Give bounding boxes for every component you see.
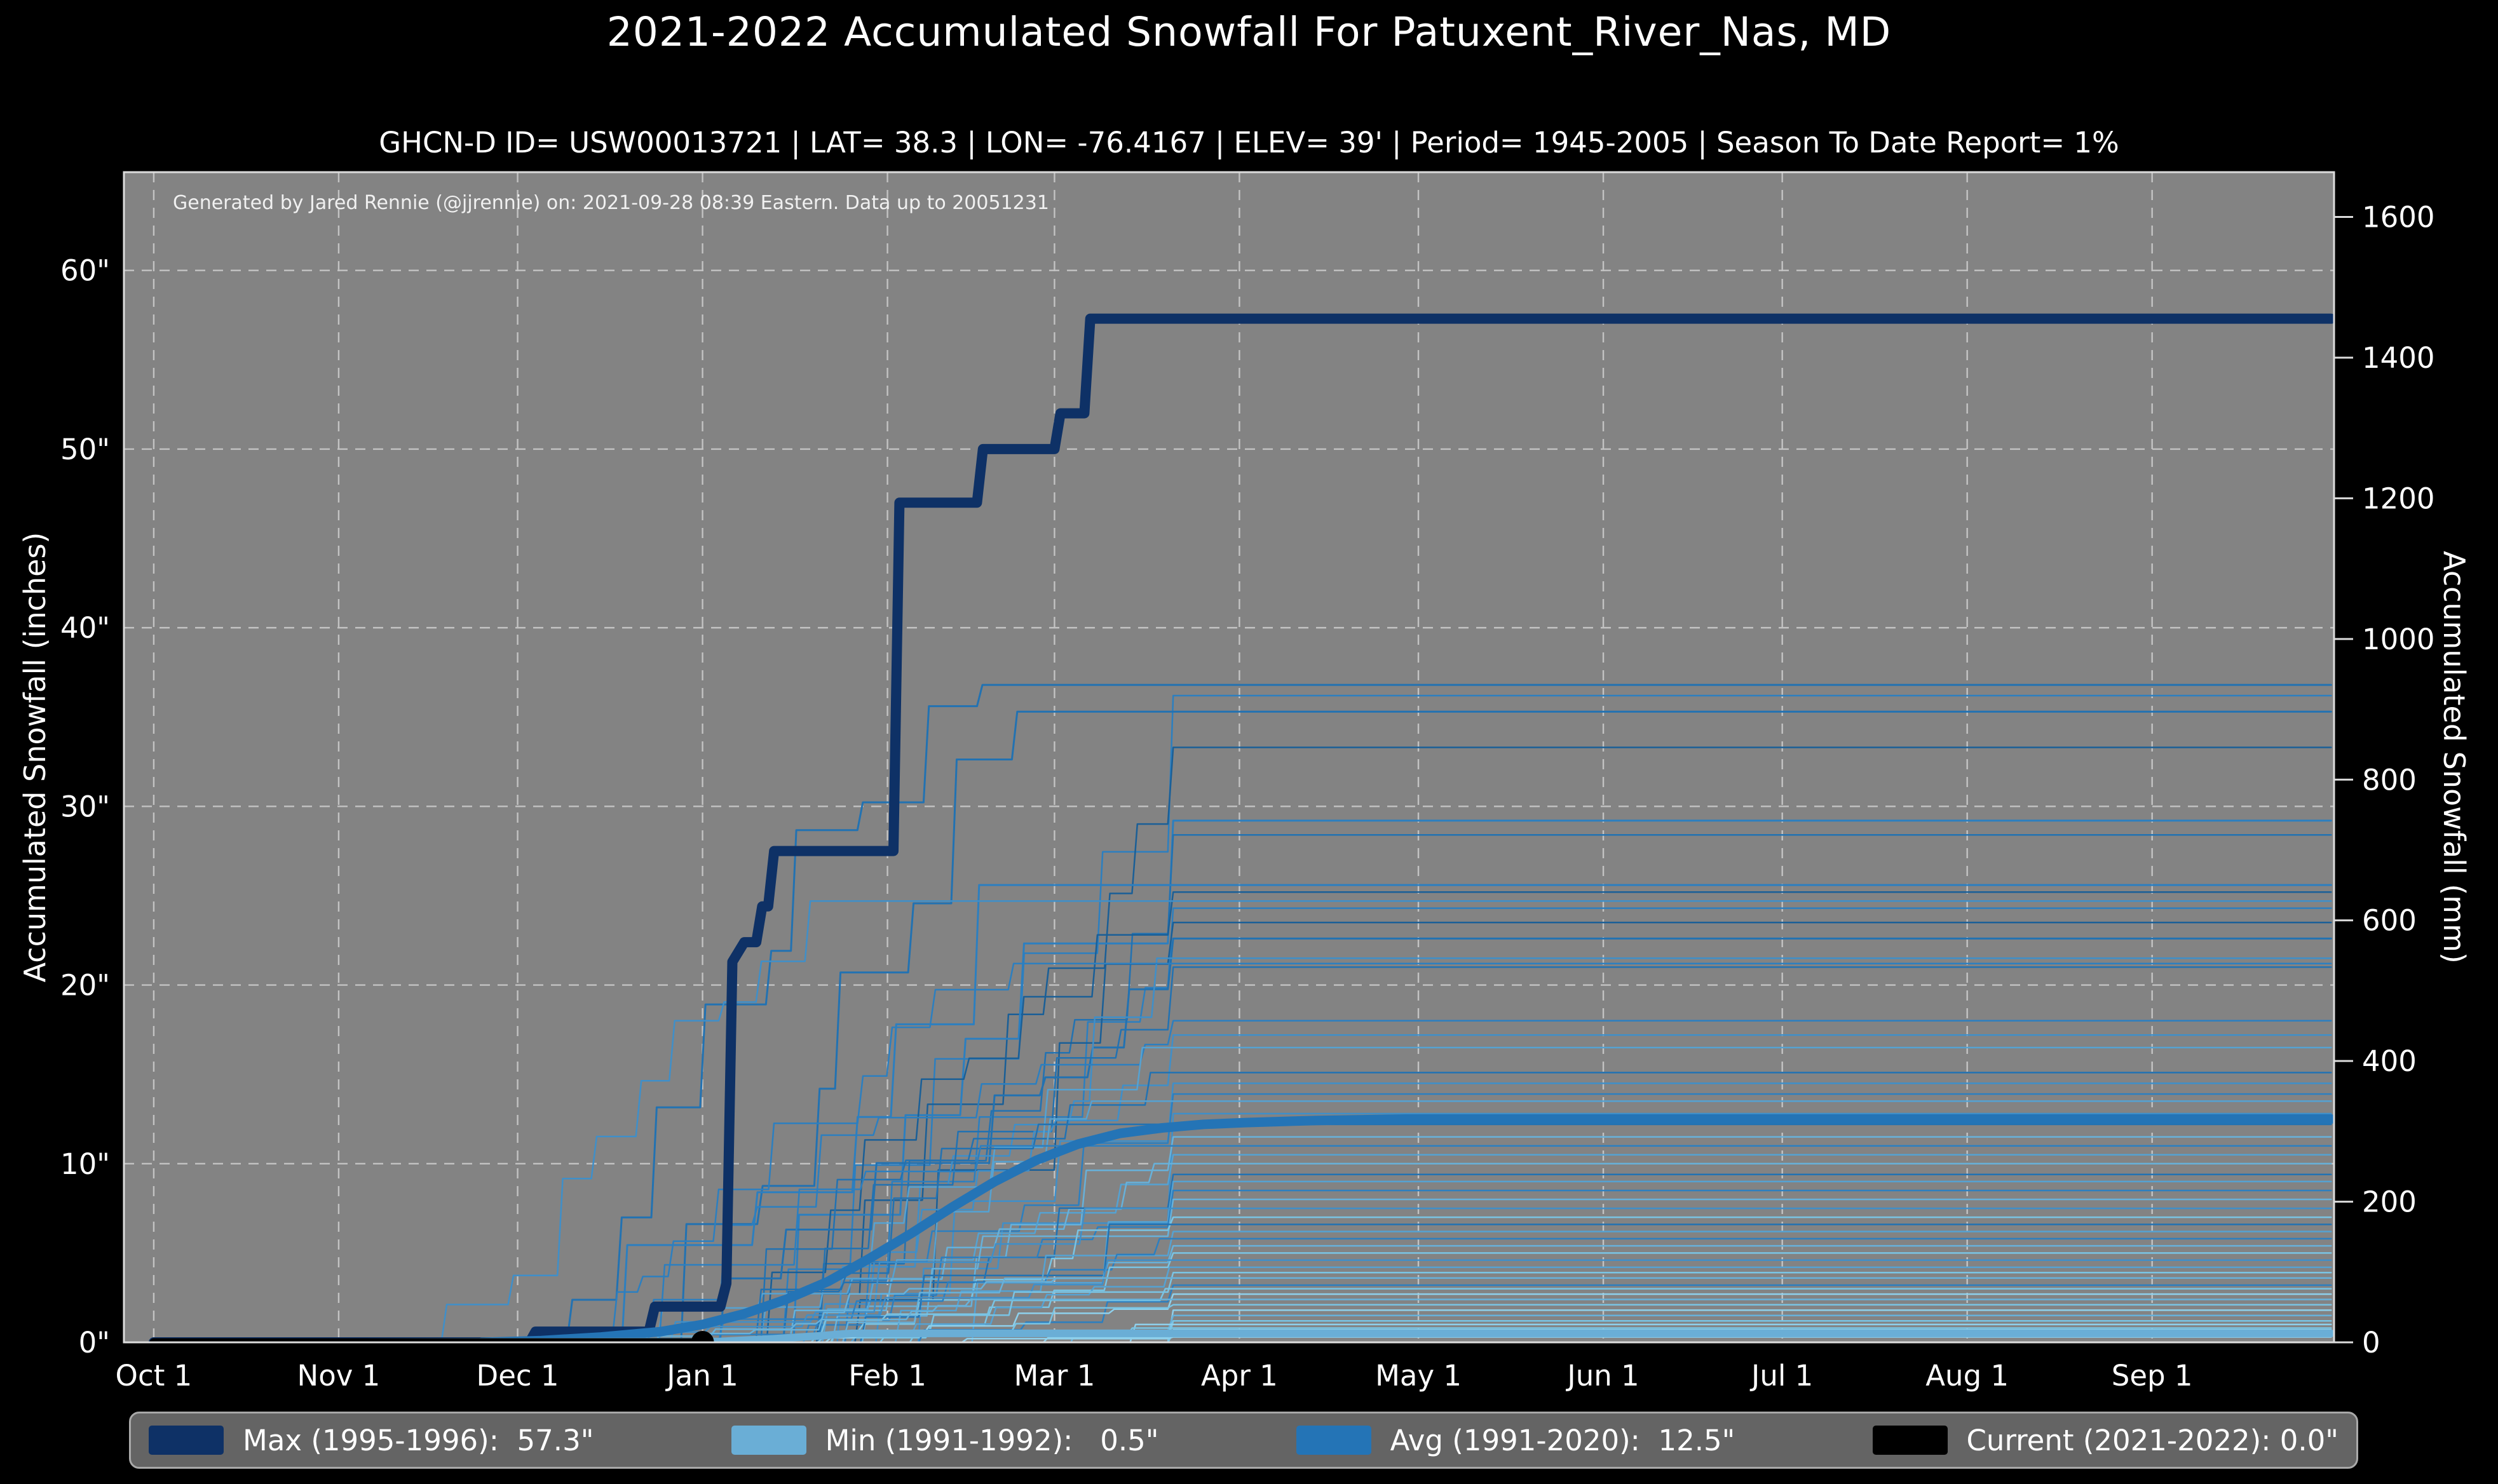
season-line	[153, 1309, 2332, 1342]
current-line-swatch	[1872, 1426, 1948, 1455]
season-line	[153, 694, 2332, 1342]
season-line	[153, 1231, 2332, 1342]
svg-text:1600: 1600	[2362, 201, 2435, 234]
svg-text:May 1: May 1	[1375, 1359, 1462, 1393]
season-line	[153, 1034, 2332, 1342]
season-line	[153, 1252, 2332, 1342]
season-line	[153, 1293, 2332, 1342]
svg-text:400: 400	[2362, 1044, 2417, 1078]
series-group	[148, 313, 2334, 1342]
legend-label-max: Max (1995-1996): 57.3"	[243, 1423, 594, 1457]
season-line	[153, 710, 2332, 1342]
season-line	[153, 1323, 2332, 1342]
svg-text:Aug 1: Aug 1	[1925, 1359, 2009, 1393]
svg-text:800: 800	[2362, 763, 2417, 797]
season-line	[153, 1224, 2332, 1342]
season-line	[153, 1272, 2332, 1342]
page-title: 2021-2022 Accumulated Snowfall For Patux…	[606, 9, 1892, 55]
legend-label-current: Current (2021-2022): 0.0"	[1966, 1423, 2338, 1457]
season-line	[153, 1245, 2332, 1342]
legend: Max (1995-1996): 57.3" Min (1991-1992): …	[129, 1412, 2358, 1469]
legend-label-avg: Avg (1991-2020): 12.5"	[1390, 1423, 1735, 1457]
svg-text:30": 30"	[60, 790, 110, 823]
legend-item-min: Min (1991-1992): 0.5"	[731, 1423, 1159, 1457]
left-axis-label: Accumulated Snowfall (inches)	[18, 532, 52, 983]
svg-text:40": 40"	[60, 611, 110, 645]
legend-item-current: Current (2021-2022): 0.0"	[1872, 1423, 2338, 1457]
svg-text:Nov 1: Nov 1	[297, 1359, 381, 1393]
season-line	[153, 684, 2332, 1342]
current-end-marker	[691, 1331, 714, 1342]
svg-text:Feb 1: Feb 1	[848, 1359, 927, 1393]
plot-background	[124, 172, 2334, 1342]
season-line	[153, 957, 2332, 1342]
season-line	[153, 1020, 2332, 1342]
svg-text:Dec 1: Dec 1	[477, 1359, 559, 1393]
credit-annotation: Generated by Jared Rennie (@jjrennie) on…	[173, 192, 1049, 214]
inch-tick-labels: 0" 10" 20" 30" 40" 50" 60"	[60, 254, 110, 1359]
season-line	[153, 1320, 2332, 1342]
max-season-line	[148, 313, 2334, 1342]
season-line	[153, 884, 2332, 1342]
season-line	[153, 900, 2332, 1342]
season-line	[153, 1304, 2332, 1342]
season-line	[153, 1145, 2332, 1342]
svg-text:1200: 1200	[2362, 482, 2435, 515]
season-line	[153, 1238, 2332, 1342]
svg-text:Apr 1: Apr 1	[1201, 1359, 1278, 1393]
svg-text:60": 60"	[60, 254, 110, 288]
legend-label-min: Min (1991-1992): 0.5"	[825, 1423, 1159, 1457]
avg-line-swatch	[1296, 1426, 1371, 1455]
svg-text:0: 0	[2362, 1326, 2380, 1359]
right-axis-label: Accumulated Snowfall (mm)	[2437, 551, 2471, 964]
svg-text:Sep 1: Sep 1	[2112, 1359, 2193, 1393]
svg-text:600: 600	[2362, 904, 2417, 938]
svg-text:Jan 1: Jan 1	[665, 1359, 738, 1393]
season-line	[153, 891, 2332, 1342]
season-line	[153, 820, 2332, 1342]
max-line-swatch	[149, 1426, 224, 1455]
season-line	[153, 907, 2332, 1342]
avg-season-line	[477, 1114, 2334, 1342]
legend-item-avg: Avg (1991-2020): 12.5"	[1296, 1424, 1735, 1457]
plot-border	[123, 171, 2335, 1344]
svg-text:Mar 1: Mar 1	[1014, 1359, 1095, 1393]
legend-item-max: Max (1995-1996): 57.3"	[149, 1424, 594, 1457]
season-line	[153, 962, 2332, 1342]
svg-text:20": 20"	[60, 969, 110, 1002]
season-line	[153, 1123, 2332, 1342]
season-line	[153, 1284, 2332, 1342]
svg-text:Jun 1: Jun 1	[1565, 1359, 1639, 1393]
month-tick-labels: Oct 1 Nov 1 Dec 1 Jan 1 Feb 1 Mar 1 Apr 1 May 1…	[116, 1359, 2193, 1393]
season-line	[153, 1266, 2332, 1342]
svg-text:50": 50"	[60, 433, 110, 466]
svg-text:200: 200	[2362, 1185, 2417, 1219]
station-subtitle: GHCN-D ID= USW00013721 | LAT= 38.3 | LON…	[379, 126, 2119, 159]
svg-text:1000: 1000	[2362, 623, 2435, 656]
svg-text:Jul 1: Jul 1	[1749, 1359, 1813, 1393]
svg-text:Oct 1: Oct 1	[116, 1359, 193, 1393]
mm-tick-labels: 0 200 400 600 800 1000 1200 1400 1600	[2334, 201, 2435, 1359]
svg-text:1400: 1400	[2362, 341, 2435, 375]
season-line	[153, 1207, 2332, 1342]
svg-text:10": 10"	[60, 1147, 110, 1181]
svg-text:0": 0"	[79, 1326, 110, 1359]
min-line-swatch	[731, 1426, 806, 1455]
